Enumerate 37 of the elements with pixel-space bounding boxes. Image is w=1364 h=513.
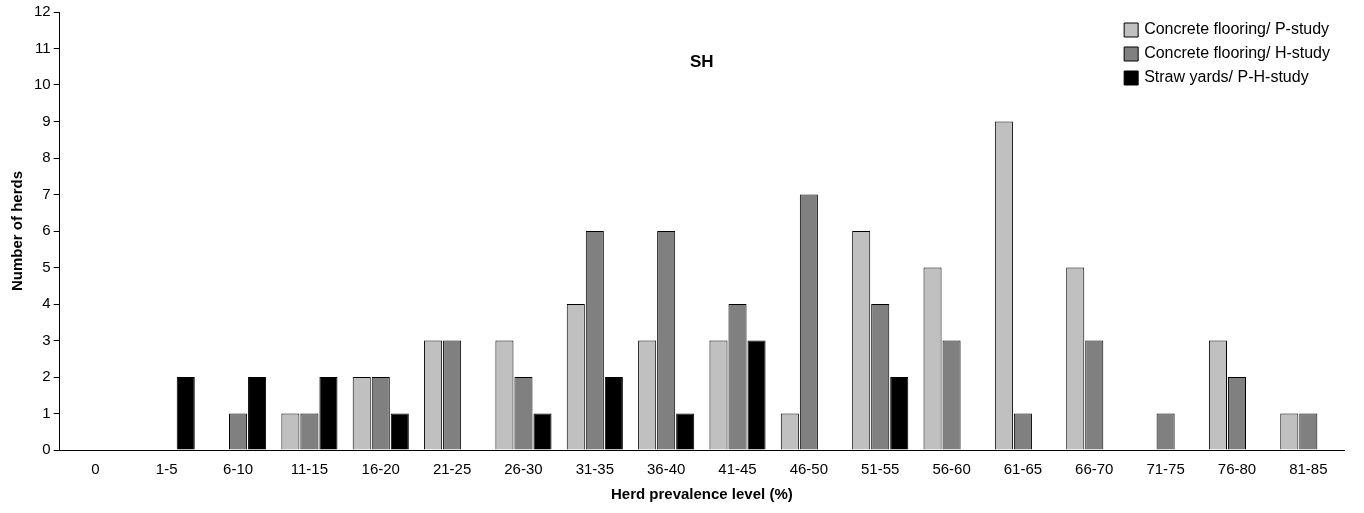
y-tick-label: 12 bbox=[34, 2, 51, 20]
x-tick-label: 1-5 bbox=[155, 460, 178, 478]
x-tick-label: 56-60 bbox=[932, 460, 971, 478]
x-axis-title: Herd prevalence level (%) bbox=[610, 485, 793, 503]
y-tick-label: 6 bbox=[42, 221, 51, 239]
legend-label: Concrete flooring/ H-study bbox=[1144, 44, 1330, 62]
x-tick-label: 76-80 bbox=[1217, 460, 1257, 478]
y-tick-label: 1 bbox=[42, 403, 51, 421]
x-tick-label: 36-40 bbox=[646, 460, 686, 478]
x-tick-label: 11-15 bbox=[290, 460, 329, 478]
x-tick-label: 51-55 bbox=[861, 460, 900, 478]
x-tick-label: 16-20 bbox=[361, 460, 400, 478]
x-tick-label: 26-30 bbox=[504, 460, 543, 478]
y-tick-label: 4 bbox=[42, 294, 51, 312]
x-tick-label: 31-35 bbox=[575, 460, 614, 478]
y-tick-label: 10 bbox=[34, 75, 51, 93]
y-axis-title: Number of herds bbox=[8, 170, 26, 292]
x-tick-label: 0 bbox=[91, 460, 100, 478]
x-tick-label: 66-70 bbox=[1075, 460, 1114, 478]
y-tick-label: 9 bbox=[42, 111, 51, 129]
legend-label: Concrete flooring/ P-study bbox=[1144, 20, 1330, 38]
x-tick-label: 71-75 bbox=[1146, 460, 1185, 478]
y-tick-label: 0 bbox=[42, 440, 51, 458]
legend-label: Straw yards/ P-H-study bbox=[1144, 68, 1309, 86]
x-tick-label: 21-25 bbox=[432, 460, 472, 478]
y-tick-label: 7 bbox=[42, 184, 51, 202]
y-tick-label: 3 bbox=[42, 330, 51, 348]
x-tick-label: 41-45 bbox=[718, 460, 757, 478]
x-tick-label: 81-85 bbox=[1289, 460, 1328, 478]
x-tick-label: 61-65 bbox=[1003, 460, 1043, 478]
y-tick-label: 2 bbox=[42, 367, 51, 385]
y-tick-label: 5 bbox=[42, 257, 51, 275]
text: SH bbox=[690, 52, 714, 71]
x-tick-label: 46-50 bbox=[789, 460, 829, 478]
y-tick-label: 8 bbox=[42, 148, 51, 166]
y-tick-label: 11 bbox=[35, 38, 51, 56]
x-tick-label: 6-10 bbox=[223, 460, 254, 478]
